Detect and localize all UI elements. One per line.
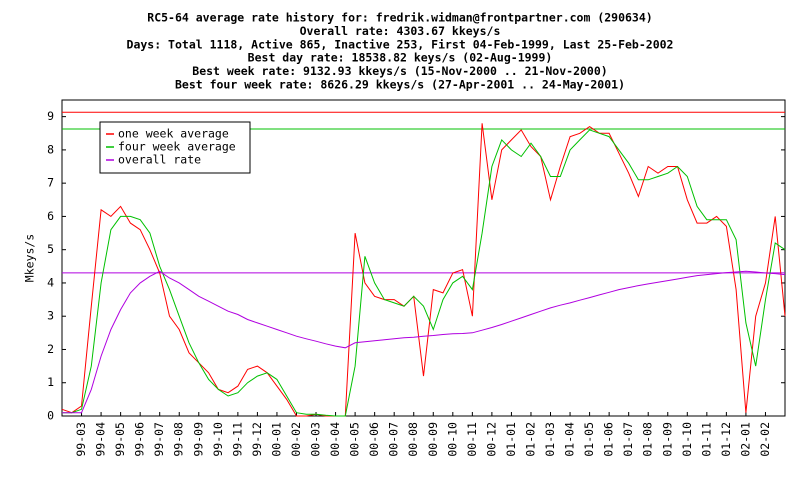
x-tick-label: 00-12	[484, 422, 498, 457]
x-tick-label: 99-04	[94, 422, 108, 457]
y-tick-label: 8	[47, 142, 54, 156]
y-tick-label: 2	[47, 342, 54, 356]
title-line: Days: Total 1118, Active 865, Inactive 2…	[127, 37, 674, 51]
x-tick-label: 99-06	[133, 422, 147, 457]
x-tick-label: 01-04	[563, 422, 577, 457]
y-tick-label: 4	[47, 275, 54, 289]
x-tick-label: 01-02	[523, 422, 537, 457]
series-line	[62, 270, 786, 414]
x-tick-label: 00-10	[445, 422, 459, 457]
x-tick-label: 01-07	[621, 422, 635, 457]
x-tick-label: 00-07	[387, 422, 401, 457]
x-tick-label: 99-12	[250, 422, 264, 457]
x-tick-label: 99-07	[152, 422, 166, 457]
title-line: RC5-64 average rate history for: fredrik…	[147, 11, 652, 25]
x-tick-label: 02-02	[758, 422, 772, 457]
x-tick-label: 01-03	[543, 422, 557, 457]
title-line: Best week rate: 9132.93 kkeys/s (15-Nov-…	[192, 64, 607, 78]
x-tick-label: 01-06	[602, 422, 616, 457]
y-tick-label: 3	[47, 309, 54, 323]
x-tick-label: 01-12	[719, 422, 733, 457]
y-tick-label: 0	[47, 409, 54, 423]
x-tick-label: 01-11	[699, 422, 713, 457]
x-tick-label: 00-11	[465, 422, 479, 457]
x-tick-label: 01-09	[660, 422, 674, 457]
x-tick-label: 00-06	[367, 422, 381, 457]
x-tick-label: 01-08	[641, 422, 655, 457]
y-axis-label: Mkeys/s	[23, 234, 37, 282]
x-tick-label: 00-03	[309, 422, 323, 457]
legend-label: one week average	[118, 127, 229, 141]
y-tick-label: 6	[47, 209, 54, 223]
x-tick-label: 00-09	[426, 422, 440, 457]
legend-label: overall rate	[118, 153, 201, 167]
x-tick-label: 01-05	[582, 422, 596, 457]
y-tick-label: 9	[47, 109, 54, 123]
x-tick-label: 99-09	[191, 422, 205, 457]
x-tick-label: 00-01	[269, 422, 283, 457]
x-tick-label: 00-02	[289, 422, 303, 457]
x-tick-label: 00-04	[328, 422, 342, 457]
x-tick-label: 99-11	[230, 422, 244, 457]
series-line	[61, 123, 786, 417]
y-tick-label: 7	[47, 176, 54, 190]
x-tick-label: 00-05	[348, 422, 362, 457]
title-line: Best day rate: 18538.82 keys/s (02-Aug-1…	[248, 51, 553, 65]
x-tick-label: 01-01	[504, 422, 518, 457]
x-tick-label: 99-03	[74, 422, 88, 457]
series-line	[62, 129, 786, 417]
x-tick-label: 99-10	[211, 422, 225, 457]
title-line: Overall rate: 4303.67 kkeys/s	[300, 24, 501, 38]
legend-label: four week average	[118, 140, 236, 154]
title-line: Best four week rate: 8626.29 kkeys/s (27…	[175, 78, 625, 92]
x-tick-label: 99-05	[113, 422, 127, 457]
x-tick-label: 99-08	[172, 422, 186, 457]
y-tick-label: 5	[47, 242, 54, 256]
x-tick-label: 00-08	[406, 422, 420, 457]
y-tick-label: 1	[47, 375, 54, 389]
x-tick-label: 02-01	[738, 422, 752, 457]
x-tick-label: 01-10	[680, 422, 694, 457]
legend-box	[99, 121, 251, 174]
